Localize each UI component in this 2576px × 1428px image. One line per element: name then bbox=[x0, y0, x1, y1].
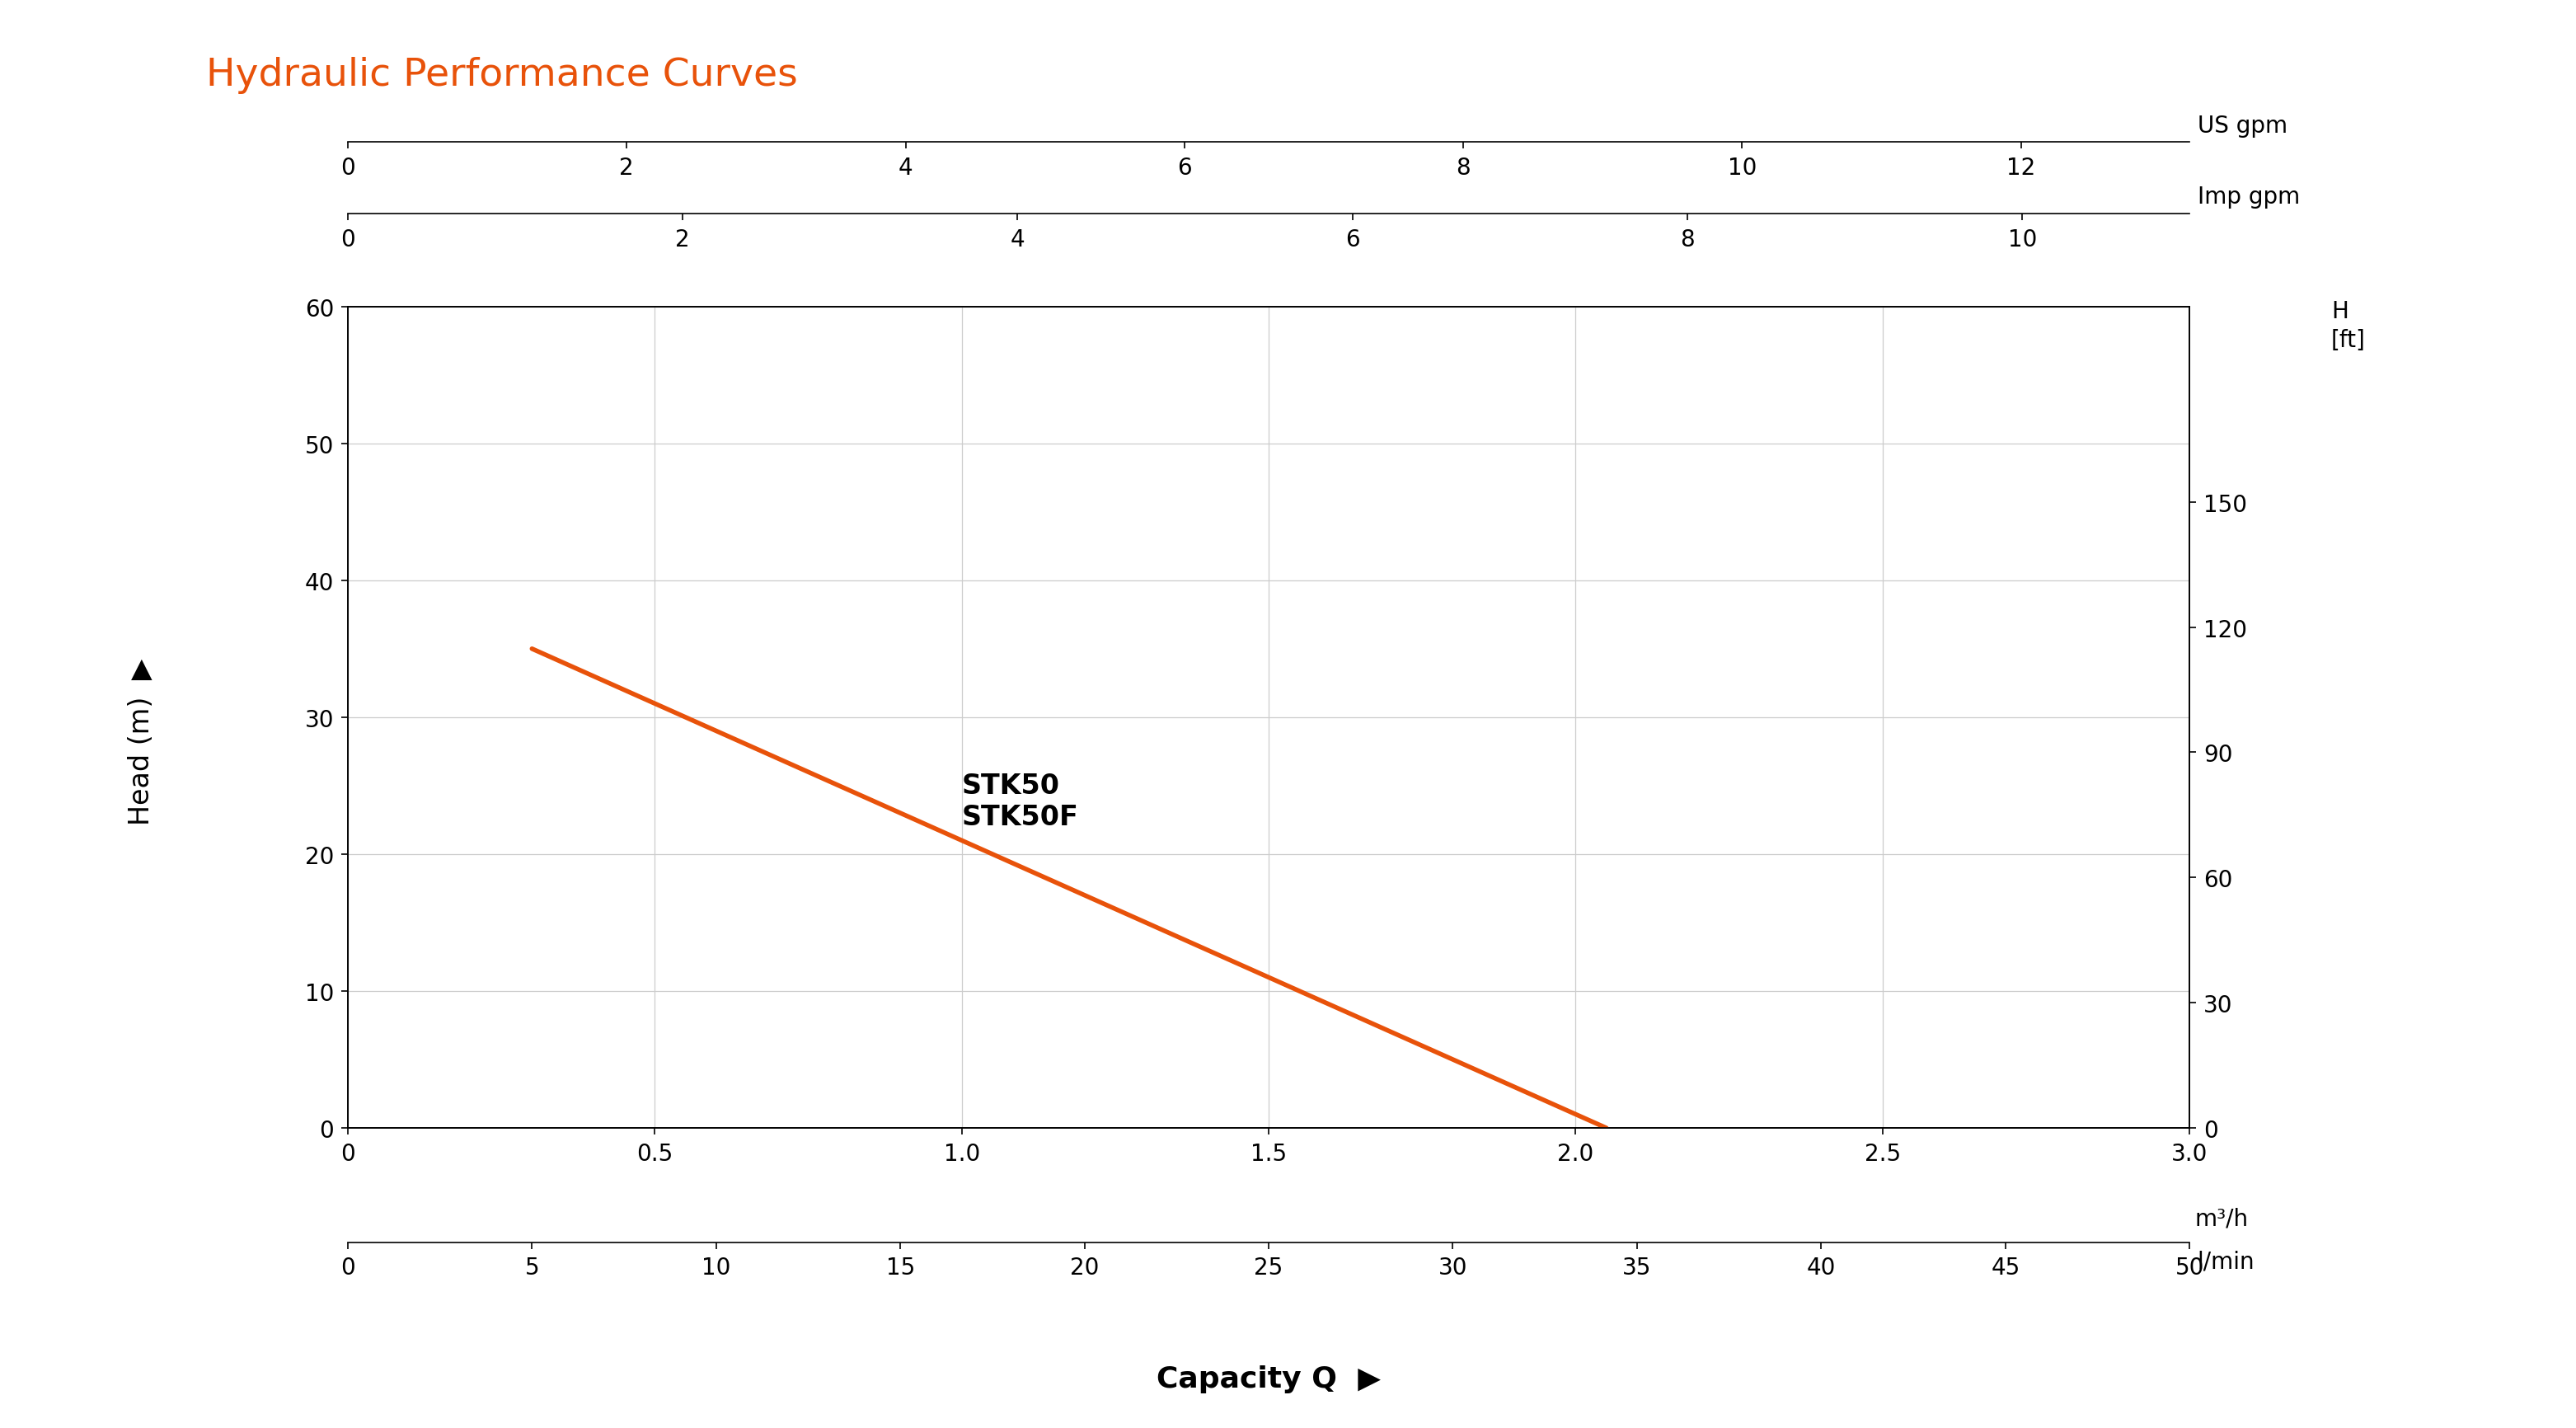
Text: Capacity Q  ▶: Capacity Q ▶ bbox=[1157, 1364, 1381, 1392]
Text: m³/h: m³/h bbox=[2195, 1207, 2249, 1230]
Text: Head (m): Head (m) bbox=[129, 697, 155, 825]
Text: ▲: ▲ bbox=[131, 654, 152, 683]
Text: Imp gpm: Imp gpm bbox=[2197, 186, 2300, 208]
Text: l/min: l/min bbox=[2197, 1250, 2254, 1272]
Text: STK50
STK50F: STK50 STK50F bbox=[961, 773, 1079, 831]
Text: H
[ft]: H [ft] bbox=[2331, 300, 2365, 351]
Text: US gpm: US gpm bbox=[2197, 114, 2287, 137]
Text: Hydraulic Performance Curves: Hydraulic Performance Curves bbox=[206, 57, 799, 94]
